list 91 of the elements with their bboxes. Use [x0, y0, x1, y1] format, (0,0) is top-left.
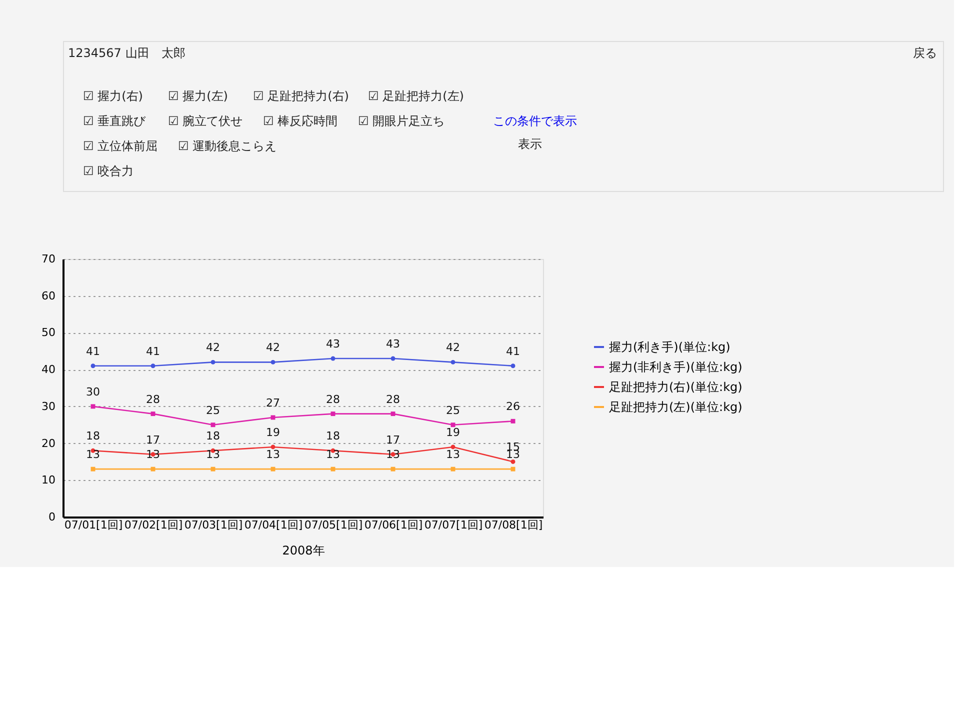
x-tick-label: 07/03[1回]	[184, 518, 243, 532]
data-label: 25	[206, 404, 220, 417]
text: ☑ 開眼片足立ち	[358, 114, 445, 128]
data-label: 19	[266, 426, 280, 439]
text: ☑ 握力(右)	[83, 89, 143, 103]
text: ☑ 棒反応時間	[263, 114, 338, 128]
text: 戻る	[913, 46, 937, 60]
legend-label: 握力(利き手)(単位:kg)	[609, 340, 730, 354]
point	[270, 466, 276, 472]
data-label: 28	[326, 392, 340, 406]
data-label: 27	[266, 396, 280, 410]
data-label: 13	[206, 448, 220, 462]
y-tick-label: 40	[42, 363, 56, 376]
data-label: 18	[86, 430, 100, 443]
data-label: 42	[206, 341, 220, 354]
legend-label: 足趾把持力(右)(単位:kg)	[609, 380, 742, 394]
point	[450, 444, 456, 450]
x-tick-label: 07/01[1回]	[64, 518, 123, 532]
data-label: 13	[446, 448, 460, 462]
data-label: 18	[326, 430, 340, 443]
x-axis-title: 2008年	[282, 544, 325, 558]
data-label: 41	[506, 344, 520, 358]
x-tick-label: 07/06[1回]	[364, 518, 423, 532]
x-tick-label: 07/02[1回]	[124, 518, 183, 532]
y-tick-label: 60	[42, 289, 56, 302]
text: ☑ 腕立て伏せ	[168, 114, 243, 128]
point	[150, 364, 156, 368]
data-label: 13	[266, 448, 280, 462]
data-label: 28	[146, 392, 160, 406]
data-label: 42	[446, 341, 460, 354]
point	[270, 415, 276, 420]
data-label: 43	[326, 338, 340, 351]
data-label: 18	[206, 430, 220, 443]
point	[390, 356, 396, 361]
data-label: 41	[146, 344, 160, 358]
data-label: 13	[326, 448, 340, 462]
point	[510, 364, 516, 368]
text: ☑ 咬合力	[83, 164, 134, 178]
point	[450, 466, 456, 472]
point	[150, 466, 156, 472]
data-label: 30	[86, 385, 100, 398]
point	[270, 444, 276, 450]
data-label: 25	[446, 404, 460, 417]
text: ☑ 運動後息こらえ	[178, 139, 277, 153]
point	[90, 466, 96, 472]
text: 1234567 山田 太郎	[68, 46, 186, 60]
x-tick-label: 07/08[1回]	[484, 518, 543, 532]
x-tick-label: 07/07[1回]	[424, 518, 483, 532]
point	[510, 418, 516, 424]
point	[90, 364, 96, 368]
point	[510, 466, 516, 472]
point	[330, 356, 336, 361]
point	[330, 412, 336, 416]
point	[390, 466, 396, 472]
data-label: 42	[266, 341, 280, 354]
y-tick-label: 70	[42, 252, 56, 266]
point	[390, 412, 396, 416]
data-label: 26	[506, 400, 520, 414]
text: ☑ 立位体前屈	[83, 139, 158, 153]
point	[510, 459, 516, 464]
legend-label: 握力(非利き手)(単位:kg)	[609, 360, 742, 374]
text: ☑ 垂直跳び	[83, 114, 147, 128]
data-label: 28	[386, 392, 400, 406]
data-label: 17	[386, 433, 400, 446]
x-tick-label: 07/04[1回]	[244, 518, 303, 532]
text: 表示	[518, 137, 542, 151]
point	[270, 360, 276, 364]
point	[450, 360, 456, 364]
point	[330, 466, 336, 472]
x-tick-label: 07/05[1回]	[304, 518, 363, 532]
y-tick-label: 20	[42, 436, 56, 450]
text: ☑ 足趾把持力(右)	[253, 89, 349, 103]
data-label: 19	[446, 426, 460, 439]
text: ☑ 握力(左)	[168, 89, 228, 103]
y-tick-label: 0	[48, 510, 56, 524]
point	[210, 466, 216, 472]
point	[90, 404, 96, 409]
data-label: 41	[86, 344, 100, 358]
point	[450, 422, 456, 428]
y-tick-label: 10	[42, 474, 56, 487]
data-label: 13	[86, 448, 100, 462]
data-label: 43	[386, 338, 400, 351]
point	[210, 422, 216, 428]
data-label: 17	[146, 433, 160, 446]
point	[150, 412, 156, 416]
y-tick-label: 30	[42, 400, 56, 413]
y-tick-label: 50	[42, 326, 56, 340]
point	[210, 360, 216, 364]
legend-label: 足趾把持力(左)(単位:kg)	[609, 400, 742, 414]
text: ☑ 足趾把持力(左)	[368, 89, 464, 103]
text: この条件で表示	[493, 114, 577, 128]
